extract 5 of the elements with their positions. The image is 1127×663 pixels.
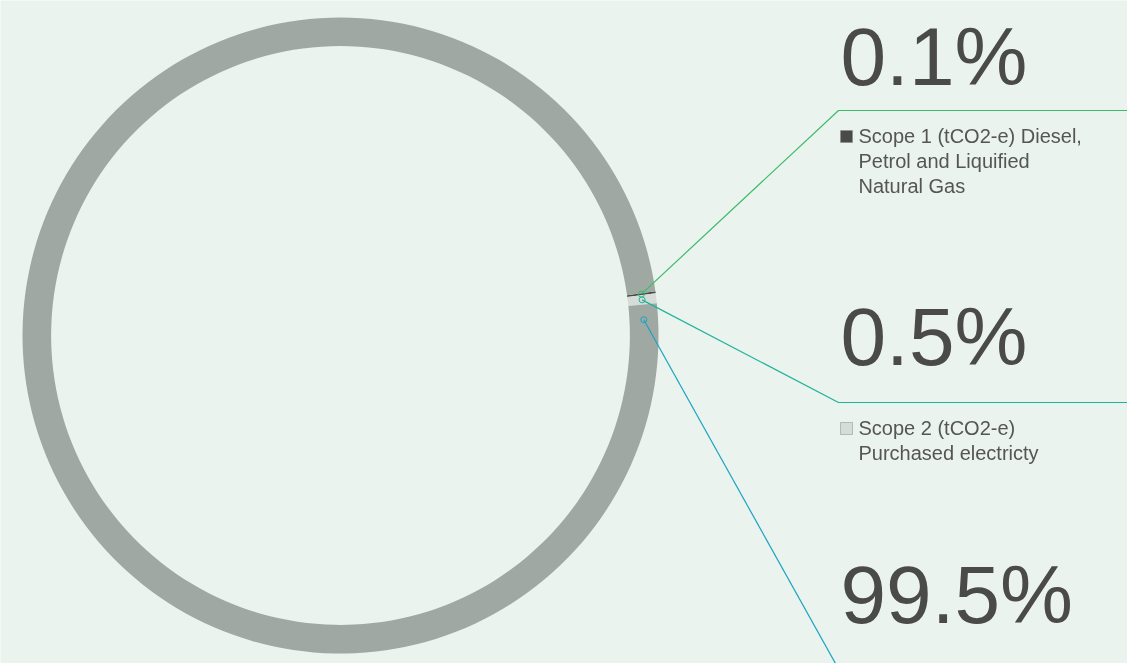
data-label: 99.5%: [840, 548, 1074, 640]
legend-label: Scope 2 (tCO2-e) Purchased electricty: [858, 416, 1039, 464]
legend-label: Scope 1 (tCO2-e) Diesel, Petrol and Liquified Natural Gas: [858, 124, 1082, 198]
data-label: 0.1%: [840, 10, 1028, 102]
data-label: 0.5%: [840, 290, 1028, 382]
